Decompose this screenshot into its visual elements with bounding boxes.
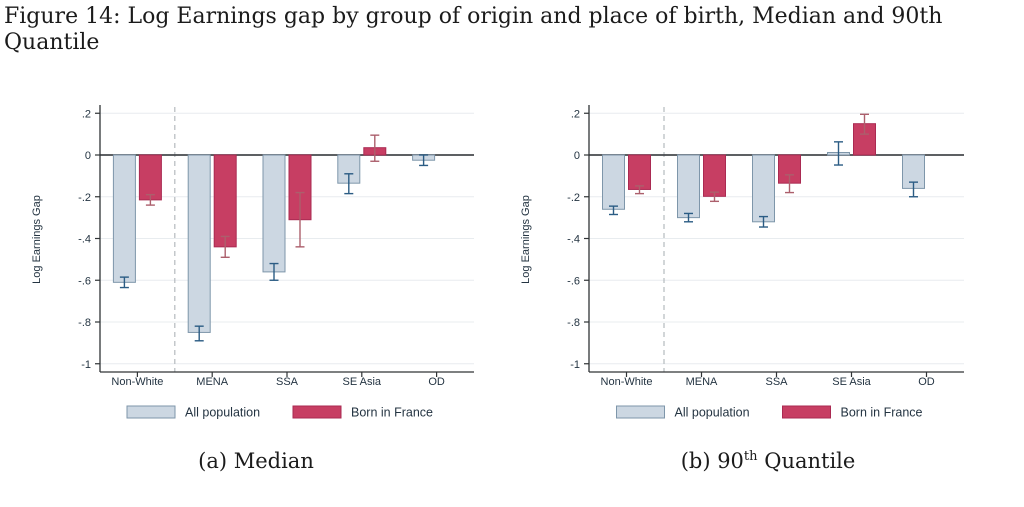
caption-b-text: (b) 90 [680,449,744,473]
y-tick-label: -.6 [78,275,91,287]
legend-label-born-in-france: Born in France [351,406,433,420]
legend-swatch-all-population [126,405,176,419]
chart-median: .2 0 -.2 -.4 -.6 -.8 -1 Non-White MENA SSA SE Asia… [31,105,474,420]
y-tick-label: -.2 [78,192,91,204]
y-tick-label: -.2 [567,192,580,204]
y-tick-label: -.6 [567,275,580,287]
x-tick-label: MENA [686,376,718,388]
bar-all-population-1 [187,154,211,333]
caption-median: (a) Median [0,449,512,473]
y-axis-title: Log Earnings Gap [520,195,532,284]
bar-born-in-france-0 [138,154,162,201]
y-tick-label: -.4 [78,234,91,246]
figure-title: Figure 14: Log Earnings gap by group of … [4,4,943,56]
bar-born-in-france-1 [703,154,726,197]
bar-born-in-france-1 [213,154,237,248]
x-tick-label: SSA [276,376,299,388]
bar-all-population-0 [112,154,136,283]
legend-swatch-all-population [616,405,665,419]
chart-90th-quantile: .2 0 -.2 -.4 -.6 -.8 -1 Non-White MENA SSA SE Asia… [520,105,964,420]
legend-label-born-in-france: Born in France [841,406,923,420]
caption-b-sup: th [743,449,758,464]
y-tick-label: -1 [570,359,580,371]
y-tick-label: .2 [571,108,580,120]
bar-all-population-2 [262,154,286,273]
bar-all-population-2 [752,154,775,223]
y-tick-label: -.8 [78,317,91,329]
legend-swatch-born-in-france [782,405,831,419]
y-tick-label: -.4 [567,234,580,246]
bar-all-population-1 [677,154,700,219]
x-tick-label: Non-White [601,376,653,388]
y-tick-label: 0 [574,150,580,162]
caption-b-suffix: Quantile [757,449,856,473]
bar-born-in-france-0 [628,154,651,190]
caption-a-text: (a) Median [198,449,314,473]
x-tick-label: SSA [765,376,788,388]
y-tick-label: 0 [85,150,91,162]
y-axis-title: Log Earnings Gap [31,195,43,284]
y-tick-label: .2 [82,108,91,120]
x-tick-label: SE Asia [343,376,382,388]
x-tick-label: OD [918,376,935,388]
legend-label-all-population: All population [185,406,260,420]
bar-all-population-0 [602,154,625,210]
x-tick-label: OD [428,376,445,388]
legend-label-all-population: All population [675,406,750,420]
x-tick-label: MENA [196,376,228,388]
x-tick-label: SE Asia [832,376,871,388]
legend-swatch-born-in-france [292,405,342,419]
x-tick-label: Non-White [111,376,163,388]
y-tick-label: -.8 [567,317,580,329]
y-tick-label: -1 [81,359,91,371]
caption-90th-quantile: (b) 90th Quantile [512,449,1024,473]
